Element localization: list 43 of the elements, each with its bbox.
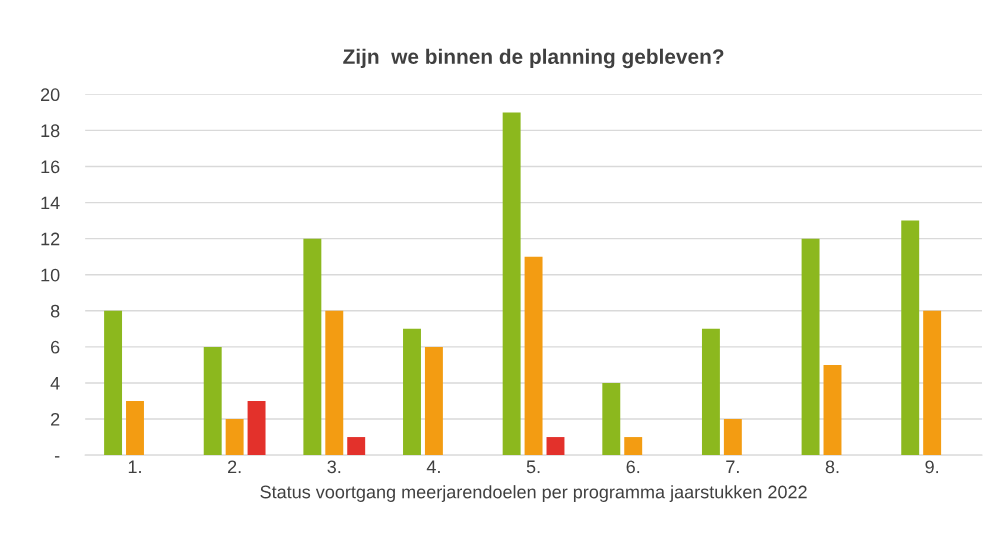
bar — [403, 328, 421, 456]
x-tick-label: 5. — [526, 460, 540, 474]
x-tick-label: 6. — [626, 460, 640, 474]
y-tick-label: 16 — [41, 160, 60, 174]
y-tick-label: 6 — [51, 340, 60, 354]
bar — [424, 346, 443, 456]
y-tick-label: - — [54, 456, 60, 458]
y-tick-label: 20 — [41, 88, 60, 102]
bar — [203, 346, 222, 456]
bar — [247, 400, 266, 456]
bar — [225, 419, 244, 456]
bar — [126, 400, 144, 456]
x-tick-label: 4. — [426, 460, 440, 474]
y-tick-label: 14 — [41, 196, 60, 210]
x-tick-label: 8. — [825, 460, 839, 474]
bar — [901, 220, 920, 456]
chart-title: Zijn we binnen de planning gebleven? — [343, 48, 724, 69]
bar — [347, 437, 366, 456]
y-tick-label: 2 — [51, 412, 60, 426]
bar — [801, 238, 820, 456]
x-axis-title: Status voortgang meerjarendoelen per programma jaarstukken 2022 — [260, 485, 807, 502]
y-tick-label: 4 — [50, 377, 60, 390]
bar — [602, 382, 621, 456]
y-tick-label: 12 — [41, 232, 60, 246]
bar — [524, 256, 543, 456]
x-tick-label: 9. — [925, 460, 939, 474]
y-tick-label: 8 — [50, 304, 60, 318]
x-tick-label: 1. — [128, 460, 141, 474]
y-tick-label: 10 — [41, 268, 60, 282]
bar — [701, 328, 720, 456]
bar — [325, 310, 344, 456]
bar — [546, 437, 565, 456]
bar — [624, 437, 643, 456]
x-tick-label: 3. — [327, 460, 341, 474]
bar — [104, 310, 123, 456]
bar — [923, 310, 942, 456]
y-tick-label: 18 — [41, 124, 60, 138]
bar — [502, 112, 521, 456]
bar — [723, 419, 742, 456]
x-tick-label: 7. — [726, 460, 739, 474]
bar — [823, 364, 842, 456]
x-tick-label: 2. — [228, 460, 241, 474]
bar — [303, 238, 322, 456]
